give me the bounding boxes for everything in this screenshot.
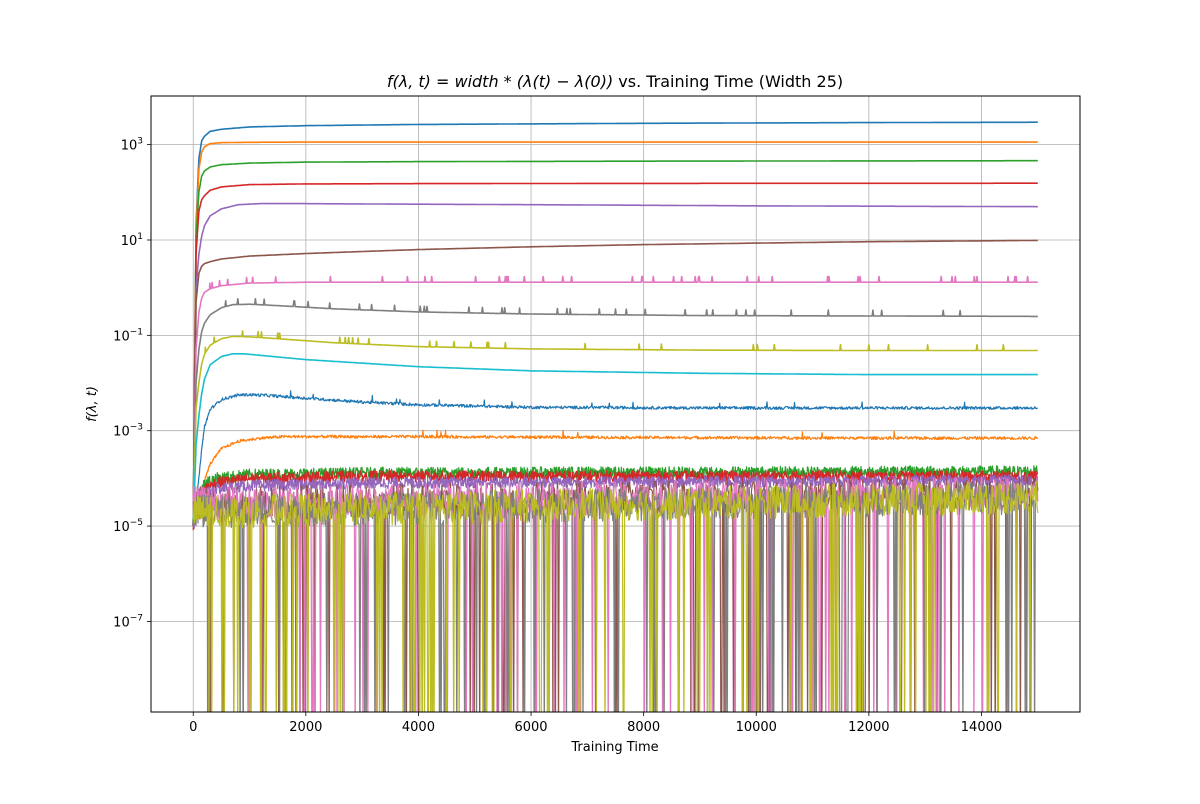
series-line-6 <box>192 239 1038 527</box>
y-tick-label: 10−5 <box>113 518 143 535</box>
y-tick-label: 101 <box>121 232 143 249</box>
series-line-8 <box>192 298 1038 527</box>
y-axis-label: f(λ, t) <box>85 386 100 422</box>
x-tick-label: 6000 <box>514 720 547 735</box>
x-axis-label: Training Time <box>570 740 658 755</box>
y-axis-ticks: 103 101 10−1 10−3 10−5 10−7 <box>113 137 151 630</box>
y-tick-label: 10−3 <box>113 423 143 440</box>
series-line-7 <box>192 275 1038 527</box>
x-tick-label: 8000 <box>627 720 660 735</box>
series-line-10 <box>192 353 1038 527</box>
chart-title: f(λ, t) = width * (λ(t) − λ(0)) vs. Trai… <box>387 72 843 91</box>
x-tick-label: 2000 <box>289 720 322 735</box>
series-line-1 <box>192 121 1038 527</box>
series-lines <box>192 121 1039 712</box>
series-line-2 <box>192 141 1038 527</box>
x-tick-label: 0 <box>189 720 197 735</box>
x-tick-label: 4000 <box>402 720 435 735</box>
series-line-13 <box>192 465 1039 526</box>
x-tick-label: 14000 <box>961 720 1002 735</box>
plot-frame <box>150 95 1081 713</box>
series-line-12 <box>192 429 1039 527</box>
series-line-3 <box>192 159 1038 527</box>
y-tick-label: 103 <box>121 137 143 154</box>
y-tick-label: 10−7 <box>113 613 143 630</box>
series-line-19 <box>192 480 1039 712</box>
x-axis-ticks: 0 2000 4000 6000 8000 10000 12000 14000 <box>189 712 1002 735</box>
x-tick-label: 10000 <box>736 720 777 735</box>
x-tick-label: 12000 <box>848 720 889 735</box>
series-line-15 <box>192 474 1039 529</box>
series-line-5 <box>192 202 1038 527</box>
series-line-9 <box>192 330 1038 527</box>
series-line-11 <box>192 390 1038 526</box>
y-tick-label: 10−1 <box>113 327 143 344</box>
chart-title-rest: vs. Training Time (Width 25) <box>613 72 843 91</box>
chart-title-math: f(λ, t) = width * (λ(t) − λ(0)) <box>387 72 613 91</box>
series-line-4 <box>192 182 1038 527</box>
